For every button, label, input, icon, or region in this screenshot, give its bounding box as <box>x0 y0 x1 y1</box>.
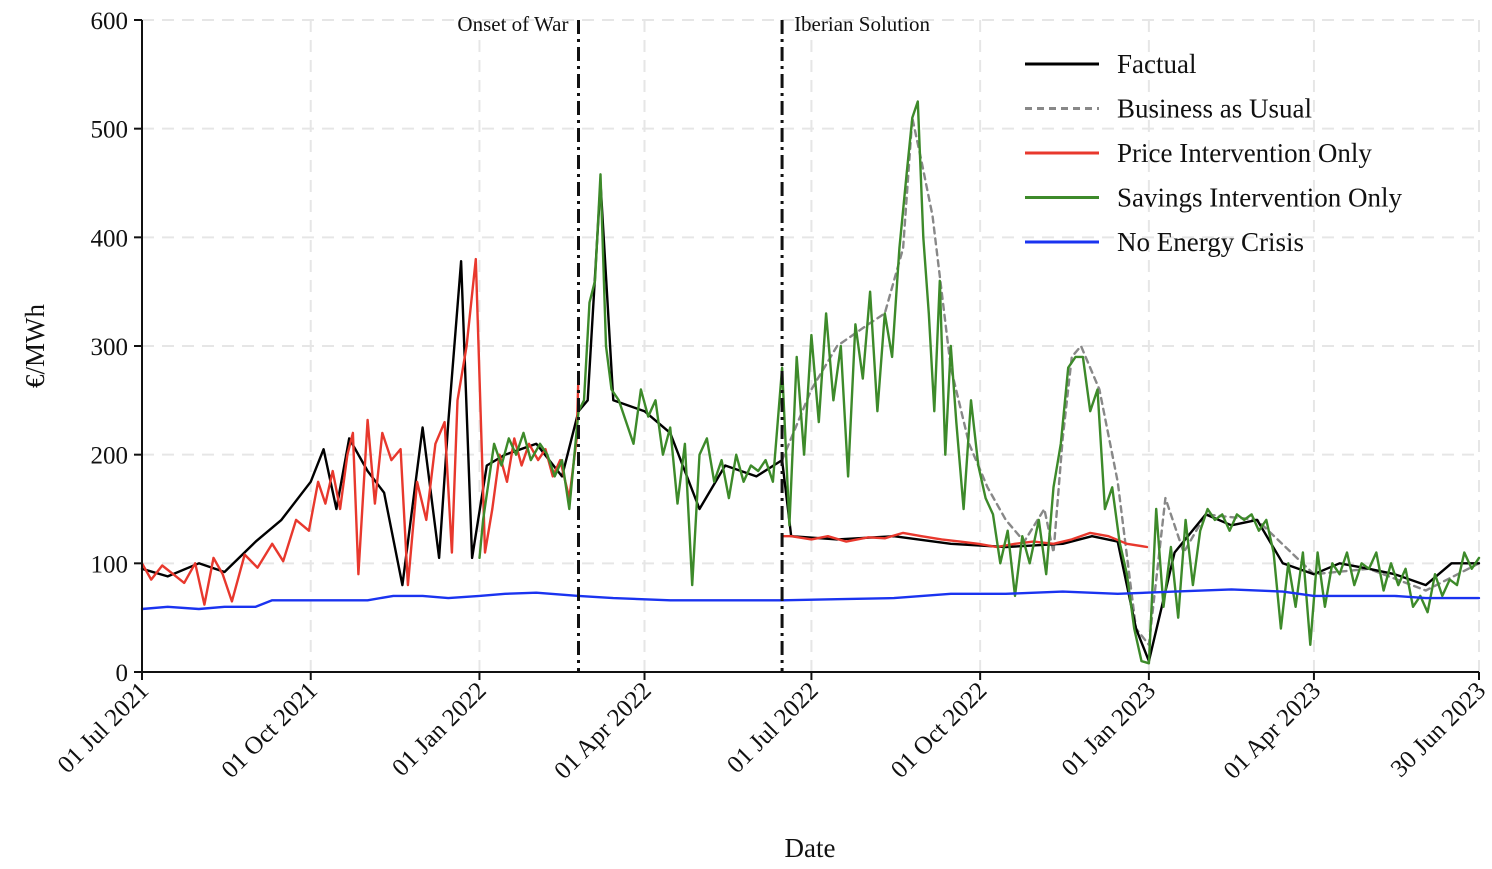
x-axis-title: Date <box>785 833 836 863</box>
series-line-5 <box>140 588 1481 611</box>
y-tick-label: 400 <box>91 225 129 252</box>
series-line-2 <box>140 257 580 606</box>
legend: Factual Business as Usual Price Interventi… <box>1025 49 1402 257</box>
y-axis-title: €/MWh <box>20 304 50 388</box>
x-tick-label: 01 Jan 2022 <box>387 677 492 782</box>
legend-label: Business as Usual <box>1117 94 1312 124</box>
legend-label: Price Intervention Only <box>1117 138 1372 168</box>
event-annotations: Onset of War Iberian Solution <box>457 12 930 672</box>
y-tick-label: 500 <box>91 117 129 144</box>
x-tick-label: 01 Oct 2022 <box>886 677 992 783</box>
series-line-3 <box>780 531 1149 549</box>
series-line-4 <box>478 100 1481 665</box>
y-tick-label: 0 <box>116 660 129 687</box>
y-tick-label: 200 <box>91 443 129 470</box>
x-tick-label: 01 Jul 2022 <box>722 677 824 779</box>
event-label: Iberian Solution <box>794 12 930 36</box>
legend-label: No Energy Crisis <box>1117 227 1304 257</box>
x-tick-label: 01 Apr 2022 <box>549 677 656 784</box>
x-tick-label: 01 Oct 2021 <box>216 677 322 783</box>
y-tick-label: 300 <box>91 334 129 361</box>
event-label: Onset of War <box>457 12 568 36</box>
x-tick-label: 01 Jul 2021 <box>53 677 155 779</box>
x-tick-label: 30 Jun 2023 <box>1386 677 1492 783</box>
series-lines <box>140 100 1481 665</box>
legend-label: Factual <box>1117 49 1196 79</box>
x-tick-label: 01 Jan 2023 <box>1057 677 1162 782</box>
legend-label: Savings Intervention Only <box>1117 183 1402 213</box>
x-tick-label: 01 Apr 2023 <box>1219 677 1326 784</box>
x-tick-labels: 01 Jul 2021 01 Oct 2021 01 Jan 2022 01 Apr … <box>53 672 1492 785</box>
y-tick-label: 600 <box>91 8 129 35</box>
y-tick-labels: 0 100 200 300 400 500 600 <box>91 8 142 687</box>
y-tick-label: 100 <box>91 551 129 578</box>
series-line-1 <box>780 116 1481 646</box>
